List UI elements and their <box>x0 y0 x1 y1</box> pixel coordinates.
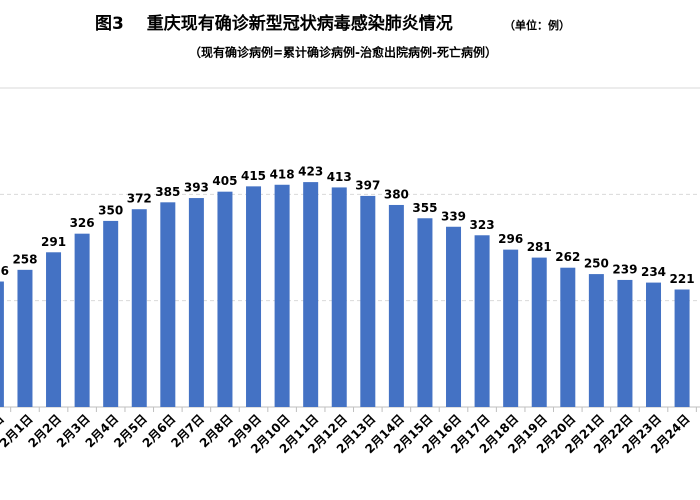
bar <box>560 267 576 407</box>
bar <box>531 257 547 407</box>
bar <box>360 195 376 407</box>
bar <box>474 235 490 407</box>
value-label: 250 <box>584 257 609 271</box>
bar <box>17 269 33 407</box>
bar <box>503 249 519 407</box>
value-label: 296 <box>498 232 523 246</box>
value-label: 413 <box>327 170 352 184</box>
value-label: 262 <box>555 250 580 264</box>
value-label: 415 <box>241 169 266 183</box>
bar <box>160 202 176 407</box>
bar <box>646 282 662 407</box>
bar <box>188 198 204 407</box>
bar <box>331 187 347 407</box>
bar <box>246 186 262 407</box>
value-label: 234 <box>641 265 666 279</box>
bar <box>674 289 690 407</box>
value-label: 326 <box>70 216 95 230</box>
unit-label: （单位：例） <box>504 18 570 32</box>
bar <box>217 191 233 407</box>
value-label: 393 <box>184 181 209 195</box>
value-label: 405 <box>212 174 237 188</box>
value-label: 385 <box>155 185 180 199</box>
bar <box>131 209 147 407</box>
chart-subtitle: （现有确诊病例=累计确诊病例-治愈出院病例-死亡病例） <box>189 45 497 60</box>
chart-title: 图3 重庆现有确诊新型冠状病毒感染肺炎情况 <box>95 13 453 34</box>
value-label: 239 <box>612 262 637 276</box>
value-label: 397 <box>355 178 380 192</box>
value-label: 281 <box>527 240 552 254</box>
value-label: 350 <box>98 203 123 217</box>
value-label: 418 <box>270 167 295 181</box>
value-label: 423 <box>298 165 323 179</box>
bar <box>0 281 4 407</box>
bar <box>617 279 633 407</box>
value-label: 236 <box>0 264 9 278</box>
bar <box>417 218 433 407</box>
value-label: 372 <box>127 192 152 206</box>
bar <box>303 182 319 407</box>
bar <box>588 274 604 407</box>
value-label: 291 <box>41 235 66 249</box>
bar <box>446 226 462 407</box>
bar <box>388 204 404 407</box>
value-label: 355 <box>412 201 437 215</box>
value-label: 380 <box>384 187 409 201</box>
value-label: 258 <box>12 252 37 266</box>
bar <box>74 233 90 407</box>
bar <box>103 220 119 407</box>
value-label: 323 <box>470 218 495 232</box>
bar <box>46 252 62 407</box>
value-label: 339 <box>441 209 466 223</box>
bar <box>274 184 290 407</box>
value-label: 221 <box>670 272 695 286</box>
